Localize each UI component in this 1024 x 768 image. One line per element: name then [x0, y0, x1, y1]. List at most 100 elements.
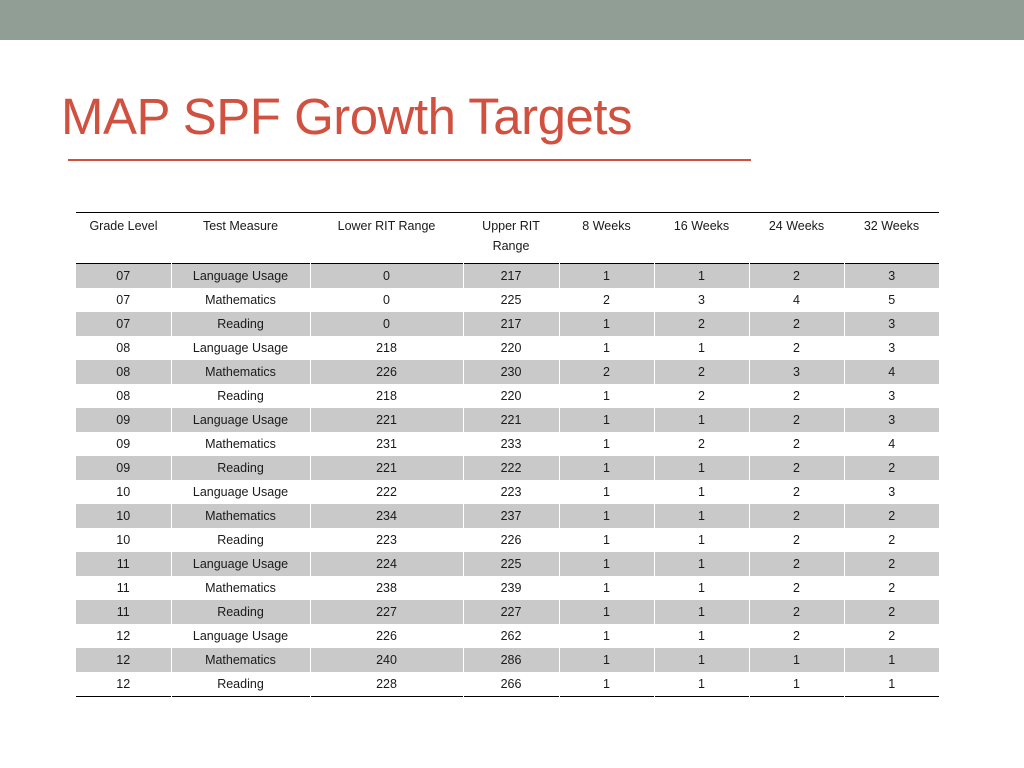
- weeks-8-cell: 2: [558, 288, 654, 312]
- upper-rit-cell: 225: [462, 552, 559, 576]
- weeks-24-cell: 3: [748, 360, 844, 384]
- weeks-8-cell: 1: [558, 552, 654, 576]
- lower-rit-cell: 221: [309, 408, 463, 432]
- test-measure-cell: Reading: [170, 312, 310, 336]
- upper-rit-cell: 221: [462, 408, 559, 432]
- lower-rit-cell: 223: [309, 528, 463, 552]
- table-row: 12 Reading 228 266 1 1 1 1: [76, 672, 939, 697]
- weeks-32-cell: 1: [843, 648, 939, 672]
- weeks-8-cell: 1: [558, 336, 654, 360]
- lower-rit-cell: 222: [309, 480, 463, 504]
- weeks-24-cell: 2: [748, 480, 844, 504]
- weeks-32-cell: 3: [843, 408, 939, 432]
- lower-rit-cell: 218: [309, 384, 463, 408]
- weeks-16-cell: 1: [653, 600, 749, 624]
- weeks-24-cell: 2: [748, 432, 844, 456]
- test-measure-cell: Mathematics: [170, 432, 310, 456]
- grade-level-cell: 08: [76, 384, 171, 408]
- weeks-24-cell: 2: [748, 312, 844, 336]
- grade-level-cell: 09: [76, 408, 171, 432]
- weeks-32-cell: 3: [843, 480, 939, 504]
- weeks-16-cell: 1: [653, 648, 749, 672]
- weeks-24-cell: 2: [748, 528, 844, 552]
- weeks-16-cell: 1: [653, 576, 749, 600]
- grade-level-cell: 07: [76, 312, 171, 336]
- weeks-8-cell: 1: [558, 408, 654, 432]
- table-row: 11 Reading 227 227 1 1 2 2: [76, 600, 939, 624]
- table-row: 12 Mathematics 240 286 1 1 1 1: [76, 648, 939, 672]
- test-measure-cell: Language Usage: [170, 263, 310, 288]
- test-measure-cell: Mathematics: [170, 648, 310, 672]
- grade-level-cell: 09: [76, 456, 171, 480]
- weeks-16-cell: 3: [653, 288, 749, 312]
- weeks-16-cell: 2: [653, 312, 749, 336]
- title-underline: [68, 159, 751, 161]
- lower-rit-cell: 238: [309, 576, 463, 600]
- weeks-32-cell: 4: [843, 432, 939, 456]
- weeks-24-cell: 1: [748, 672, 844, 697]
- grade-level-cell: 10: [76, 504, 171, 528]
- lower-rit-cell: 227: [309, 600, 463, 624]
- table-row: 07 Language Usage 0 217 1 1 2 3: [76, 263, 939, 288]
- table-row: 08 Reading 218 220 1 2 2 3: [76, 384, 939, 408]
- weeks-8-cell: 1: [558, 576, 654, 600]
- table-row: 07 Mathematics 0 225 2 3 4 5: [76, 288, 939, 312]
- weeks-24-cell: 2: [748, 552, 844, 576]
- table-row: 12 Language Usage 226 262 1 1 2 2: [76, 624, 939, 648]
- test-measure-cell: Reading: [170, 672, 310, 697]
- grade-level-cell: 12: [76, 648, 171, 672]
- header-test-measure: Test Measure: [202, 219, 279, 233]
- weeks-24-cell: 2: [748, 384, 844, 408]
- grade-level-cell: 11: [76, 576, 171, 600]
- grade-level-cell: 11: [76, 552, 171, 576]
- grade-level-cell: 10: [76, 480, 171, 504]
- upper-rit-cell: 226: [462, 528, 559, 552]
- weeks-8-cell: 1: [558, 600, 654, 624]
- table-row: 10 Language Usage 222 223 1 1 2 3: [76, 480, 939, 504]
- header-lower-rit-range: Lower RIT Range: [337, 219, 436, 233]
- weeks-16-cell: 1: [653, 408, 749, 432]
- growth-targets-table-container: Grade Level Test Measure Lower RIT Range…: [76, 212, 939, 697]
- weeks-24-cell: 2: [748, 504, 844, 528]
- weeks-32-cell: 3: [843, 384, 939, 408]
- header-16-weeks: 16 Weeks: [673, 219, 730, 233]
- weeks-8-cell: 1: [558, 672, 654, 697]
- weeks-32-cell: 1: [843, 672, 939, 697]
- test-measure-cell: Language Usage: [170, 408, 310, 432]
- weeks-24-cell: 2: [748, 263, 844, 288]
- lower-rit-cell: 234: [309, 504, 463, 528]
- table-row: 10 Mathematics 234 237 1 1 2 2: [76, 504, 939, 528]
- upper-rit-cell: 286: [462, 648, 559, 672]
- weeks-24-cell: 2: [748, 600, 844, 624]
- test-measure-cell: Mathematics: [170, 576, 310, 600]
- weeks-8-cell: 1: [558, 528, 654, 552]
- upper-rit-cell: 239: [462, 576, 559, 600]
- weeks-24-cell: 4: [748, 288, 844, 312]
- upper-rit-cell: 262: [462, 624, 559, 648]
- weeks-32-cell: 2: [843, 504, 939, 528]
- test-measure-cell: Language Usage: [170, 552, 310, 576]
- lower-rit-cell: 0: [309, 312, 463, 336]
- lower-rit-cell: 228: [309, 672, 463, 697]
- test-measure-cell: Reading: [170, 456, 310, 480]
- test-measure-cell: Reading: [170, 528, 310, 552]
- lower-rit-cell: 226: [309, 360, 463, 384]
- weeks-16-cell: 1: [653, 528, 749, 552]
- weeks-16-cell: 1: [653, 263, 749, 288]
- weeks-16-cell: 1: [653, 456, 749, 480]
- lower-rit-cell: 240: [309, 648, 463, 672]
- upper-rit-cell: 225: [462, 288, 559, 312]
- weeks-8-cell: 1: [558, 263, 654, 288]
- weeks-16-cell: 2: [653, 432, 749, 456]
- weeks-8-cell: 1: [558, 624, 654, 648]
- lower-rit-cell: 218: [309, 336, 463, 360]
- weeks-8-cell: 1: [558, 648, 654, 672]
- weeks-8-cell: 1: [558, 456, 654, 480]
- table-row: 09 Language Usage 221 221 1 1 2 3: [76, 408, 939, 432]
- table-row: 08 Language Usage 218 220 1 1 2 3: [76, 336, 939, 360]
- upper-rit-cell: 223: [462, 480, 559, 504]
- lower-rit-cell: 231: [309, 432, 463, 456]
- weeks-32-cell: 2: [843, 624, 939, 648]
- table-row: 07 Reading 0 217 1 2 2 3: [76, 312, 939, 336]
- table-body: 07 Language Usage 0 217 1 1 2 3 07 Mathematics 0 22…: [76, 263, 939, 697]
